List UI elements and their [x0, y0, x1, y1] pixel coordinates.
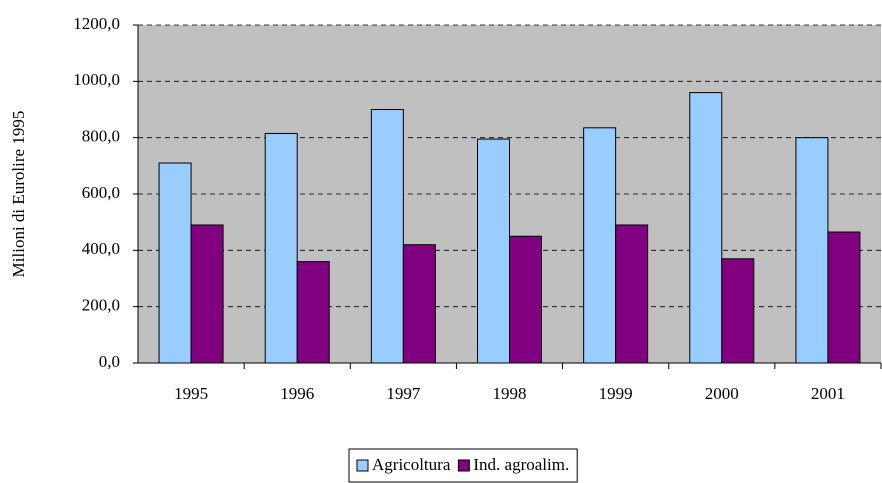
- y-tick-label: 800,0: [82, 127, 120, 146]
- y-tick-label: 0,0: [99, 352, 120, 371]
- y-tick-label: 1200,0: [73, 14, 120, 33]
- x-tick-label: 1998: [493, 384, 527, 403]
- y-tick-label: 200,0: [82, 296, 120, 315]
- bar: [296, 261, 330, 364]
- x-tick-label: 2001: [811, 384, 845, 403]
- bar: [402, 244, 436, 364]
- legend-swatch: [457, 459, 470, 472]
- bar: [721, 258, 755, 364]
- bar: [370, 109, 404, 364]
- bar: [477, 138, 510, 364]
- bar: [615, 224, 649, 364]
- bar: [689, 92, 723, 364]
- y-tick-label: 600,0: [82, 183, 120, 202]
- bar: [190, 224, 224, 364]
- y-axis-label: Milioni di Eurolire 1995: [9, 111, 28, 278]
- x-tick-label: 1996: [280, 384, 314, 403]
- bar: [795, 137, 829, 364]
- x-tick-label: 1997: [386, 384, 421, 403]
- legend-label: Agricoltura: [372, 455, 451, 474]
- bar: [827, 231, 861, 364]
- x-tick-label: 1999: [599, 384, 633, 403]
- y-tick-label: 400,0: [82, 239, 120, 258]
- legend-swatch: [356, 459, 369, 472]
- bar: [509, 235, 542, 364]
- x-tick-label: 1995: [174, 384, 208, 403]
- bar: [583, 127, 617, 364]
- bar: [264, 132, 298, 364]
- bar: [158, 162, 192, 364]
- y-tick-label: 1000,0: [73, 70, 120, 89]
- legend-label: Ind. agroalim.: [473, 455, 569, 474]
- x-tick-label: 2000: [705, 384, 739, 403]
